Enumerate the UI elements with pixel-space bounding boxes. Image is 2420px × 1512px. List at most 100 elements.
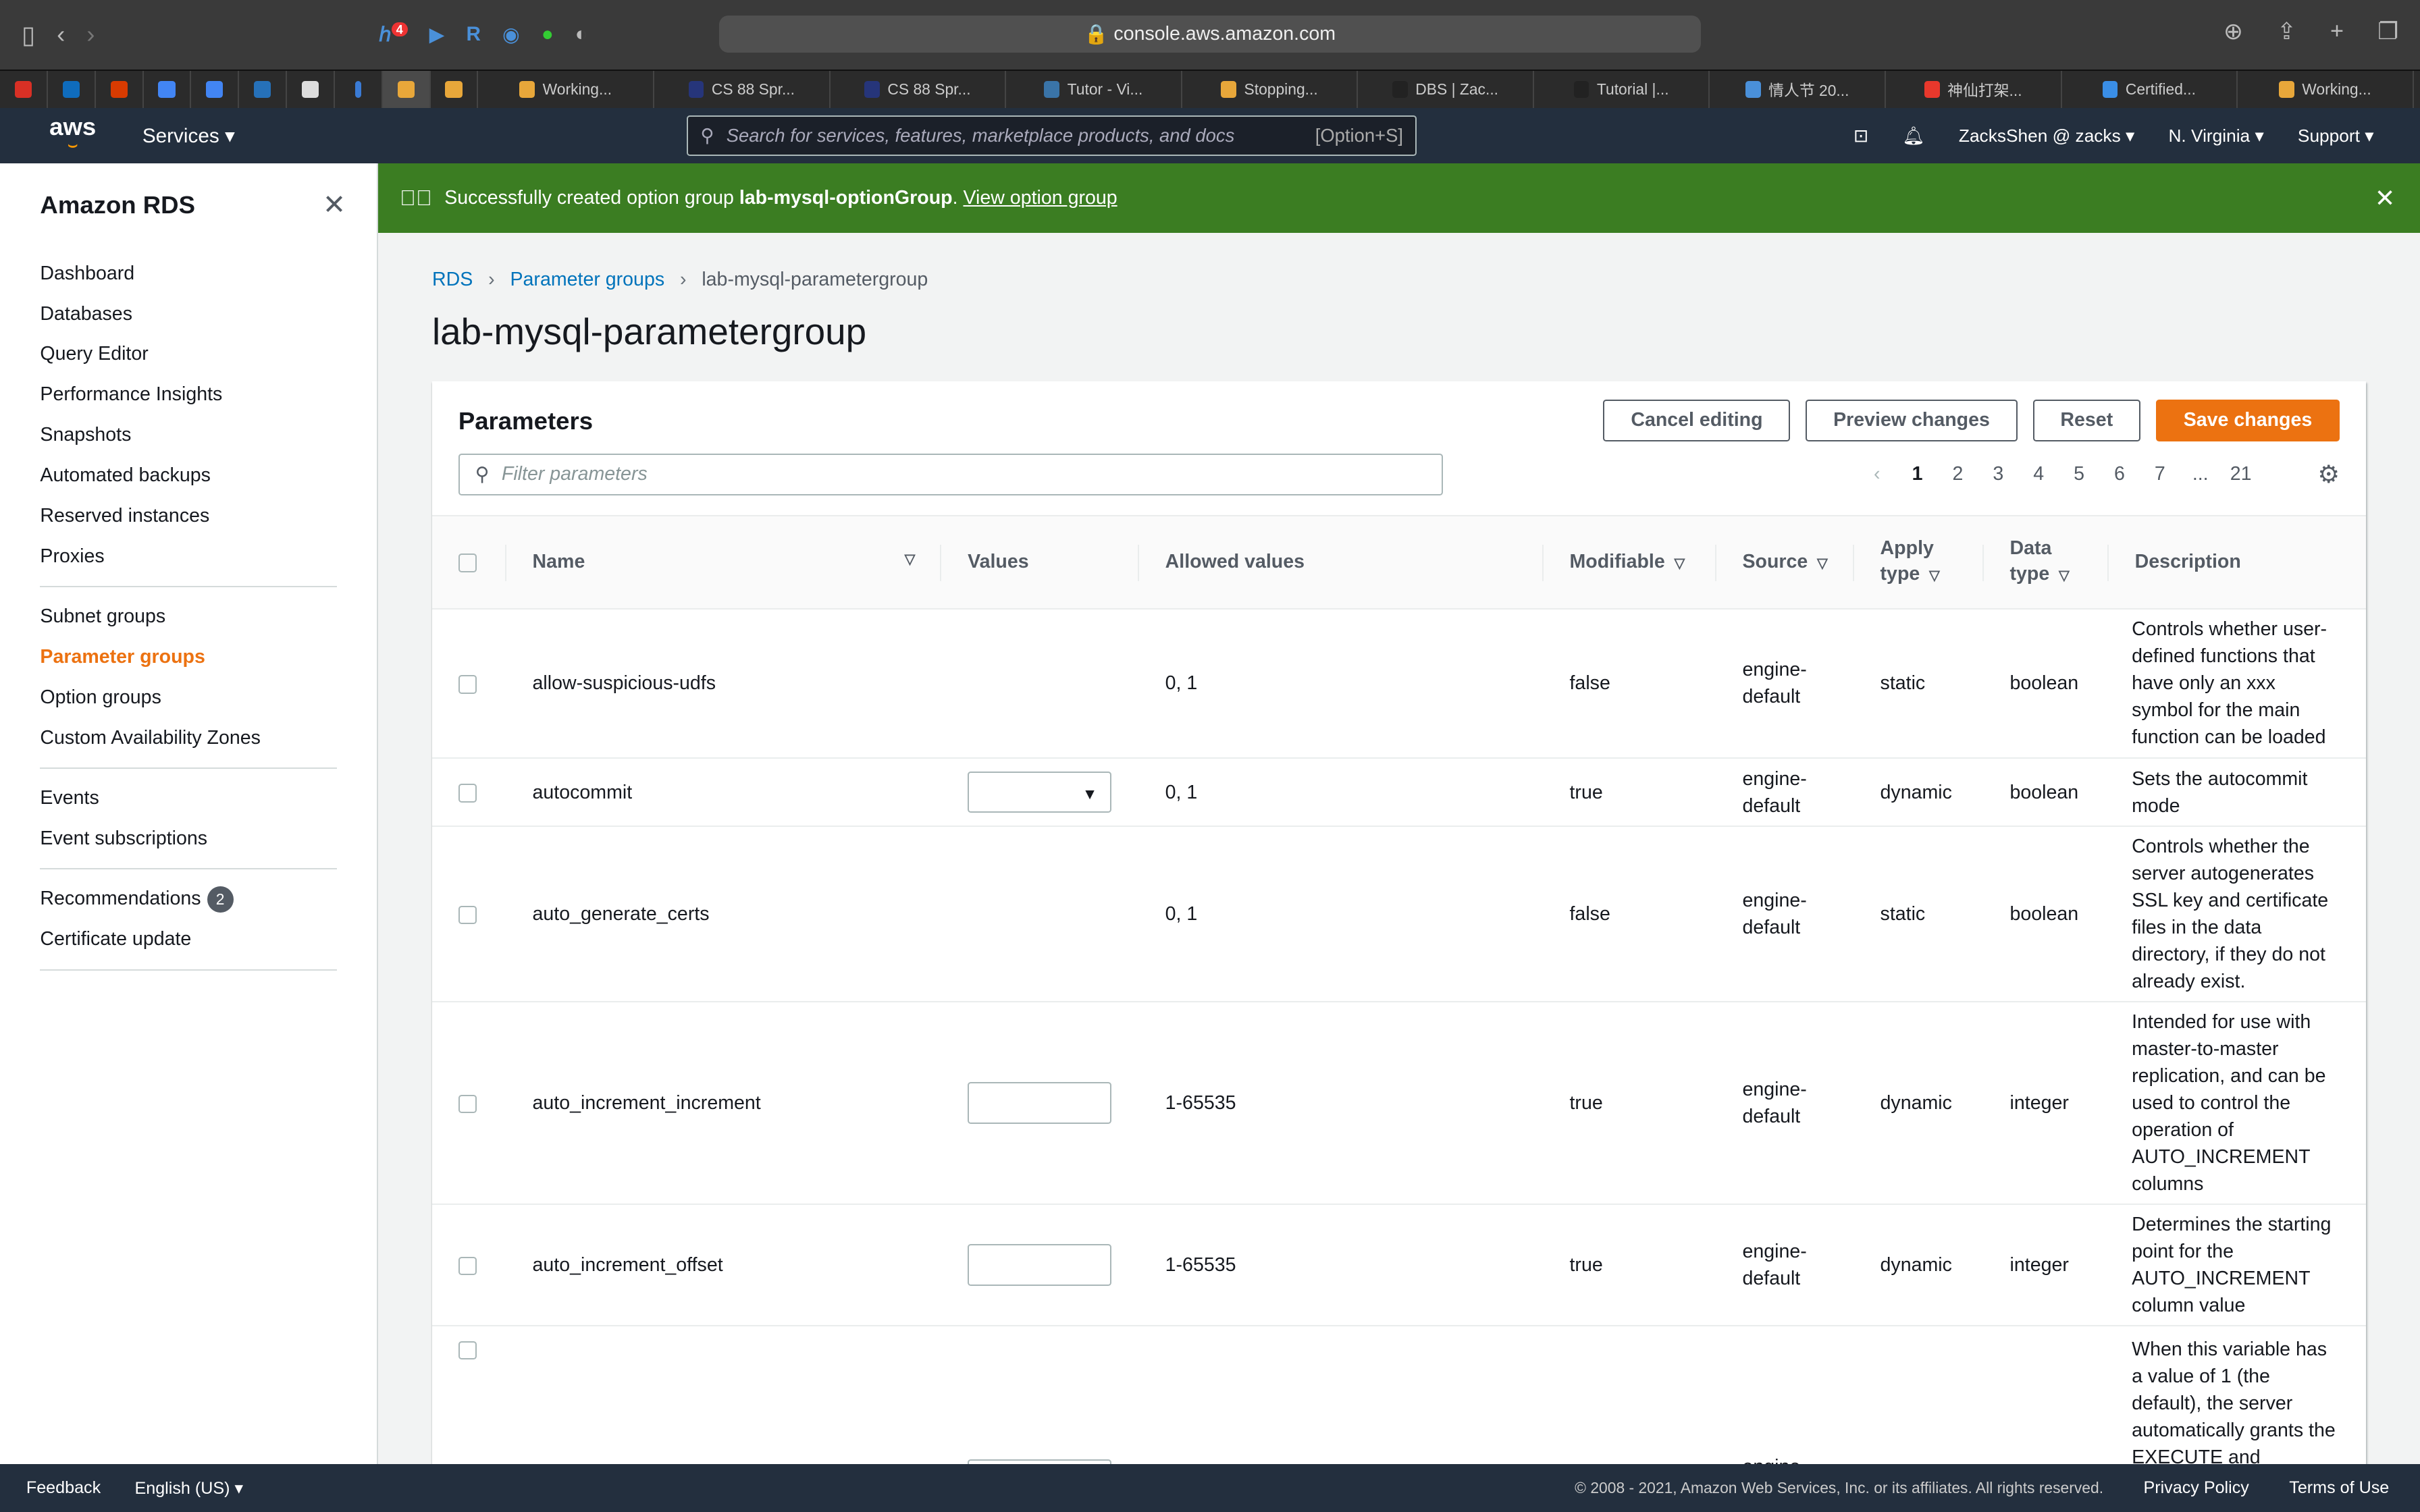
dismiss-flash-icon[interactable]: ✕ — [2374, 184, 2396, 213]
close-sidebar-icon[interactable]: ✕ — [322, 188, 346, 220]
sidebar-item-subnet-groups[interactable]: Subnet groups — [0, 597, 377, 637]
pinned-tab-aws[interactable] — [431, 70, 479, 108]
address-bar[interactable]: 🔒 console.aws.amazon.com — [719, 15, 1701, 53]
new-tab-icon[interactable]: + — [2330, 18, 2344, 45]
account-menu[interactable]: ZacksShen @ zacks ▾ — [1958, 125, 2135, 146]
row-checkbox[interactable] — [458, 1256, 477, 1276]
page-2[interactable]: 2 — [1952, 462, 1964, 485]
sort-icon[interactable]: ▽ — [904, 551, 916, 568]
pinned-tab-outlook[interactable] — [48, 70, 96, 108]
back-icon[interactable]: ‹ — [57, 20, 65, 49]
browser-tab[interactable]: DBS | Zac... — [1358, 70, 1534, 108]
sidebar-item-query-editor[interactable]: Query Editor — [0, 334, 377, 375]
sidebar-item-databases[interactable]: Databases — [0, 294, 377, 335]
sort-icon[interactable]: ▽ — [1674, 556, 1685, 572]
aws-logo[interactable]: aws ⌣ — [49, 112, 97, 154]
pinned-tab-office[interactable] — [96, 70, 144, 108]
grammarly-icon[interactable]: ● — [541, 23, 554, 46]
sidebar-item-automated-backups[interactable]: Automated backups — [0, 456, 377, 496]
breadcrumb-rds[interactable]: RDS — [431, 268, 473, 290]
column-header-data-type[interactable]: Data type ▽ — [1983, 515, 2109, 610]
notifications-bell-icon[interactable]: 🔔︎ — [1902, 125, 1925, 146]
sort-icon[interactable]: ▽ — [1928, 568, 1940, 584]
row-checkbox[interactable] — [458, 784, 477, 803]
save-changes-button[interactable]: Save changes — [2155, 399, 2340, 441]
language-selector[interactable]: English (US) ▾ — [134, 1478, 244, 1498]
page-5[interactable]: 5 — [2074, 462, 2085, 485]
column-header-source[interactable]: Source ▽ — [1716, 515, 1855, 610]
sort-icon[interactable]: ▽ — [1817, 556, 1828, 572]
gear-icon[interactable]: ⚙ — [2317, 460, 2340, 489]
browser-tab[interactable]: 情人节 20... — [1710, 70, 1886, 108]
row-checkbox[interactable] — [458, 1094, 477, 1114]
row-checkbox[interactable] — [458, 1341, 477, 1360]
shield-icon[interactable]: ◐ — [575, 23, 587, 46]
support-menu[interactable]: Support ▾ — [2297, 125, 2374, 146]
view-option-group-link[interactable]: View option group — [963, 187, 1117, 209]
browser-tab[interactable]: 神仙打架... — [1886, 70, 2062, 108]
terms-of-use-link[interactable]: Terms of Use — [2289, 1478, 2390, 1498]
share-icon[interactable]: ⇪ — [2276, 19, 2296, 45]
console-search-input[interactable]: ⚲ Search for services, features, marketpl… — [687, 115, 1417, 156]
browser-tab[interactable]: Tutor - Vi... — [1006, 70, 1182, 108]
services-menu[interactable]: Services ▾ — [142, 124, 235, 147]
page-3[interactable]: 3 — [1993, 462, 2004, 485]
browser-tab[interactable]: Working... — [2238, 70, 2414, 108]
sidebar-item-dashboard[interactable]: Dashboard — [0, 254, 377, 294]
forward-icon[interactable]: › — [86, 20, 95, 49]
sidebar-item-reserved-instances[interactable]: Reserved instances — [0, 496, 377, 537]
prev-page-icon[interactable]: ‹ — [1873, 462, 1880, 485]
sidebar-item-recommendations[interactable]: Recommendations 2 — [0, 879, 377, 919]
pinned-tab-translate[interactable] — [144, 70, 192, 108]
preview-changes-button[interactable]: Preview changes — [1806, 399, 2018, 441]
row-checkbox[interactable] — [458, 905, 477, 925]
sidebar-item-snapshots[interactable]: Snapshots — [0, 415, 377, 456]
tabs-overview-icon[interactable]: ❐ — [2377, 19, 2398, 45]
download-icon[interactable]: ⊕ — [2223, 19, 2243, 45]
page-4[interactable]: 4 — [2033, 462, 2045, 485]
page-7[interactable]: 7 — [2154, 462, 2165, 485]
sidebar-item-custom-availability-zones[interactable]: Custom Availability Zones — [0, 718, 377, 759]
parameter-value-input[interactable] — [968, 1082, 1111, 1124]
browser-tab[interactable]: Certified... — [2062, 70, 2238, 108]
privacy-policy-link[interactable]: Privacy Policy — [2143, 1478, 2249, 1498]
extension-icon[interactable]: R — [466, 23, 481, 46]
reset-button[interactable]: Reset — [2032, 399, 2141, 441]
sidebar-item-event-subscriptions[interactable]: Event subscriptions — [0, 819, 377, 859]
feedback-link[interactable]: Feedback — [26, 1478, 101, 1498]
column-header-modifiable[interactable]: Modifiable ▽ — [1543, 515, 1716, 610]
page-6[interactable]: 6 — [2114, 462, 2125, 485]
browser-tab[interactable]: Stopping... — [1182, 70, 1359, 108]
sidebar-item-certificate-update[interactable]: Certificate update — [0, 919, 377, 960]
breadcrumb-parameter-groups[interactable]: Parameter groups — [510, 268, 665, 290]
pinned-tab-amex[interactable] — [239, 70, 288, 108]
pinned-tab-translate[interactable] — [191, 70, 240, 108]
column-header-name[interactable]: Name ▽ — [506, 515, 942, 610]
pinned-tab-arrow[interactable] — [335, 70, 383, 108]
browser-tab[interactable]: CS 88 Spr... — [831, 70, 1007, 108]
browser-tab[interactable]: CS 88 Spr... — [654, 70, 831, 108]
parameter-value-input[interactable] — [968, 1244, 1111, 1286]
sidebar-toggle-icon[interactable]: ▯ — [21, 20, 36, 49]
sidebar-item-proxies[interactable]: Proxies — [0, 537, 377, 577]
sort-icon[interactable]: ▽ — [2058, 568, 2070, 584]
sidebar-item-parameter-groups[interactable]: Parameter groups — [0, 637, 377, 678]
cloudshell-icon[interactable]: ⊡ — [1853, 125, 1868, 146]
row-checkbox[interactable] — [458, 675, 477, 694]
pinned-tab-chase[interactable] — [287, 70, 335, 108]
filter-parameters-input[interactable]: ⚲ Filter parameters — [458, 453, 1444, 495]
extension-icon[interactable]: ▶ — [429, 23, 445, 46]
page-1[interactable]: 1 — [1912, 462, 1923, 485]
sidebar-item-performance-insights[interactable]: Performance Insights — [0, 375, 377, 415]
region-menu[interactable]: N. Virginia ▾ — [2168, 125, 2264, 146]
pinned-tab-gmail[interactable] — [0, 70, 48, 108]
select-all-checkbox[interactable] — [458, 554, 477, 572]
column-header-apply-type[interactable]: Apply type ▽ — [1853, 515, 1984, 610]
browser-tab[interactable]: Working... — [478, 70, 654, 108]
page-21[interactable]: 21 — [2230, 462, 2252, 485]
extension-icon[interactable]: ◉ — [502, 23, 520, 46]
sidebar-item-option-groups[interactable]: Option groups — [0, 678, 377, 718]
pinned-tab-aws-active[interactable] — [382, 70, 431, 108]
cancel-editing-button[interactable]: Cancel editing — [1603, 399, 1791, 441]
